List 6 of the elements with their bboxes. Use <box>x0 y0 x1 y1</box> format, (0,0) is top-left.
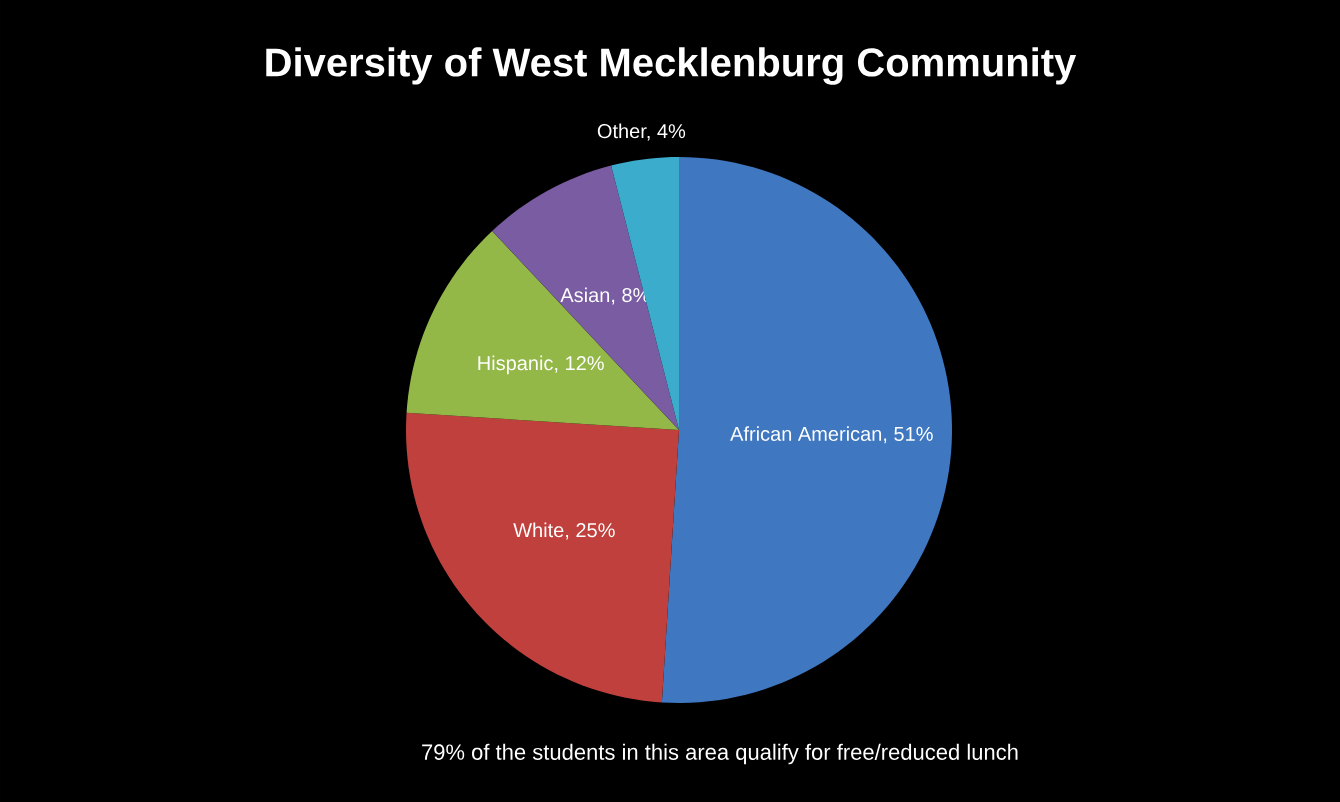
slice-label: Hispanic, 12% <box>478 355 604 375</box>
slice-label: Other, 4% <box>597 123 686 141</box>
slice-label: African American, 51% <box>730 426 933 444</box>
chart-title: Diversity of West Mecklenburg Community <box>266 47 1077 85</box>
slice-label: White, 25% <box>513 522 615 540</box>
text: 79% of the students in this area qualify for free/reduced lunch <box>422 743 1018 765</box>
